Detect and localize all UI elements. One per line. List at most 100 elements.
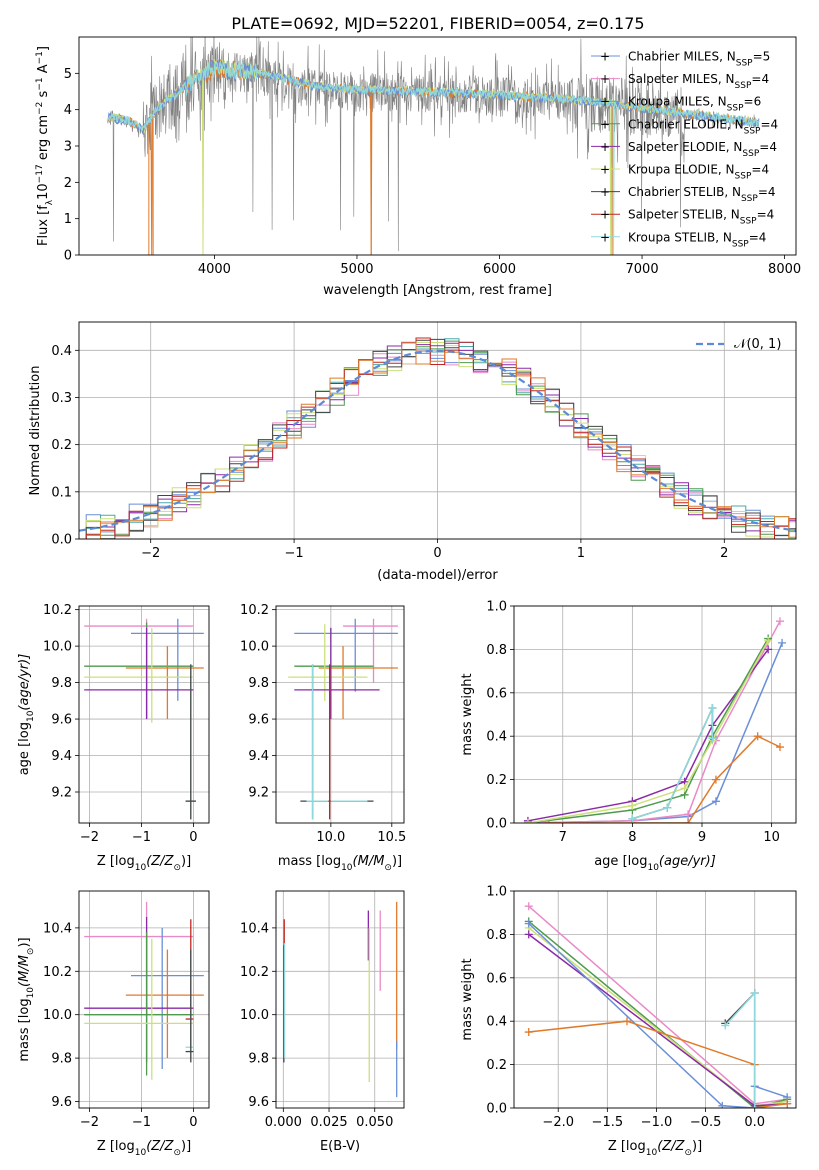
x-tick-label: 2 bbox=[720, 546, 728, 561]
mass-weight-point-marker bbox=[711, 797, 720, 806]
residual-histogram-step bbox=[79, 337, 796, 539]
y-tick-label: 9.2 bbox=[248, 786, 269, 801]
legend-marker: + bbox=[600, 95, 610, 109]
y-tick-label: 10.0 bbox=[240, 1008, 269, 1023]
mass-weight-series-line bbox=[527, 642, 783, 823]
y-tick-label: 0.0 bbox=[486, 817, 507, 832]
mass-weight-point-marker bbox=[718, 1101, 727, 1108]
y-tick-label: 0.2 bbox=[486, 1058, 507, 1073]
legend-marker: + bbox=[600, 140, 610, 154]
y-tick-label: 4 bbox=[64, 103, 72, 118]
y-tick-label: 9.4 bbox=[248, 749, 269, 764]
x-tick-label: −1.5 bbox=[592, 1115, 624, 1130]
y-tick-label: 0.8 bbox=[486, 643, 507, 658]
model-fit-line bbox=[107, 58, 760, 255]
mass-vs-Z-panel: −2 −1 0 9.6 9.8 10.0 10.2 10.4 Z [log10(Z/Z⊙)] ma… bbox=[17, 890, 210, 1158]
y-tick-label: 0.1 bbox=[51, 485, 72, 500]
legend-marker: + bbox=[600, 72, 610, 86]
spectrum-plot-area bbox=[107, 37, 760, 255]
mass-weight-vs-age-panel: 7 8 9 10 0.0 0.2 0.4 0.6 0.8 1.0 age [log10(age/yr… bbox=[460, 600, 797, 873]
y-tick-label: 1.0 bbox=[486, 600, 507, 615]
mass-weight-point-marker bbox=[721, 1021, 730, 1030]
x-tick-label: 4000 bbox=[198, 262, 231, 277]
legend-marker: + bbox=[600, 230, 610, 244]
y-tick-label: 2 bbox=[64, 176, 72, 191]
mass-weight-point-marker bbox=[753, 732, 762, 741]
axes-frame bbox=[78, 890, 210, 1109]
y-tick-label: 1.0 bbox=[486, 885, 507, 900]
model-fit-line bbox=[107, 59, 760, 255]
x-tick-label: 0.000 bbox=[265, 1115, 302, 1130]
x-tick-label: 0 bbox=[433, 546, 441, 561]
legend-label: Chabrier ELODIE, NSSP=4 bbox=[628, 117, 778, 136]
mass-weight-point-marker bbox=[628, 814, 637, 823]
y-tick-label: 9.8 bbox=[51, 1052, 72, 1067]
x-tick-label: 10.5 bbox=[377, 830, 406, 845]
y-tick-label: 9.6 bbox=[248, 1095, 269, 1110]
x-tick-label: −1.0 bbox=[641, 1115, 673, 1130]
x-tick-label: 10 bbox=[763, 830, 780, 845]
y-tick-label: 0.6 bbox=[486, 686, 507, 701]
x-tick-label: 8000 bbox=[768, 262, 801, 277]
legend-marker: + bbox=[600, 163, 610, 177]
y-axis-label: mass [log10(M/M⊙)] bbox=[17, 937, 36, 1061]
y-tick-label: 10.2 bbox=[240, 603, 269, 618]
y-tick-label: 0.4 bbox=[486, 1015, 507, 1030]
age-vs-Z-panel: −2 −1 0 9.2 9.4 9.6 9.8 10.0 10.2 Z [log10(Z/Z⊙)]… bbox=[17, 603, 210, 873]
residual-histogram-step bbox=[79, 341, 796, 539]
mass-weight-point-marker bbox=[778, 638, 787, 647]
legend-marker: + bbox=[600, 117, 610, 131]
y-tick-label: 9.8 bbox=[248, 1052, 269, 1067]
mass-weight-point-marker bbox=[708, 734, 717, 743]
x-tick-label: 9 bbox=[698, 830, 706, 845]
y-axis-label: age [log10(age/yr)] bbox=[17, 654, 36, 776]
x-tick-label: 10.0 bbox=[316, 830, 345, 845]
axes-frame bbox=[275, 605, 405, 824]
residual-histogram-step bbox=[79, 338, 796, 539]
x-tick-label: 6000 bbox=[483, 262, 516, 277]
y-tick-label: 10.4 bbox=[240, 921, 269, 936]
x-axis-label: Z [log10(Z/Z⊙)] bbox=[608, 1139, 702, 1158]
y-tick-label: 0.2 bbox=[486, 773, 507, 788]
y-tick-label: 9.8 bbox=[248, 676, 269, 691]
mass-weight-point-marker bbox=[524, 919, 533, 928]
y-tick-label: 1 bbox=[64, 212, 72, 227]
y-tick-label: 0.0 bbox=[51, 533, 72, 548]
mass-weight-vs-age-plot-area bbox=[523, 617, 787, 823]
y-tick-label: 0.8 bbox=[486, 928, 507, 943]
mass-weight-point-marker bbox=[750, 988, 759, 997]
residuals-plot-area bbox=[79, 337, 796, 539]
y-tick-label: 9.2 bbox=[51, 786, 72, 801]
mass-weight-series-line bbox=[527, 648, 769, 822]
axes-frame bbox=[275, 890, 405, 1109]
mass-weight-point-marker bbox=[684, 819, 693, 823]
mass-weight-vs-Z-plot-area bbox=[524, 902, 792, 1108]
x-tick-label: −1 bbox=[132, 830, 151, 845]
x-tick-label: −2 bbox=[80, 830, 99, 845]
mass-weight-series-line bbox=[632, 707, 714, 820]
legend-marker: + bbox=[600, 185, 610, 199]
x-tick-label: 8 bbox=[628, 830, 636, 845]
y-axis-label: Flux [fλ10−17 erg cm−2 s−1 A−1] bbox=[35, 46, 55, 246]
y-axis-label: Normed distribution bbox=[28, 366, 43, 496]
y-tick-label: 9.4 bbox=[51, 749, 72, 764]
x-tick-label: 0.025 bbox=[310, 1115, 347, 1130]
x-tick-label: 7000 bbox=[626, 262, 659, 277]
legend-marker: + bbox=[600, 208, 610, 222]
mass-weight-series-line bbox=[528, 905, 788, 1105]
y-tick-label: 10.0 bbox=[43, 640, 72, 655]
spectrum-panel: 4000 5000 6000 7000 8000 0 1 2 3 4 5 wavelength [An… bbox=[35, 36, 801, 298]
observed-spectrum-line bbox=[107, 37, 760, 252]
mass-weight-point-marker bbox=[684, 810, 693, 819]
legend-marker: + bbox=[600, 50, 610, 64]
x-axis-label: age [log10(age/yr)] bbox=[594, 854, 716, 873]
y-tick-label: 9.6 bbox=[51, 1095, 72, 1110]
y-tick-label: 10.0 bbox=[43, 1008, 72, 1023]
x-tick-label: −0.5 bbox=[690, 1115, 722, 1130]
x-tick-label: −2 bbox=[141, 546, 160, 561]
age-vs-mass-plot-area bbox=[288, 618, 398, 820]
mass-weight-point-marker bbox=[524, 930, 533, 939]
y-tick-label: 0.4 bbox=[486, 730, 507, 745]
y-tick-label: 10.2 bbox=[43, 603, 72, 618]
